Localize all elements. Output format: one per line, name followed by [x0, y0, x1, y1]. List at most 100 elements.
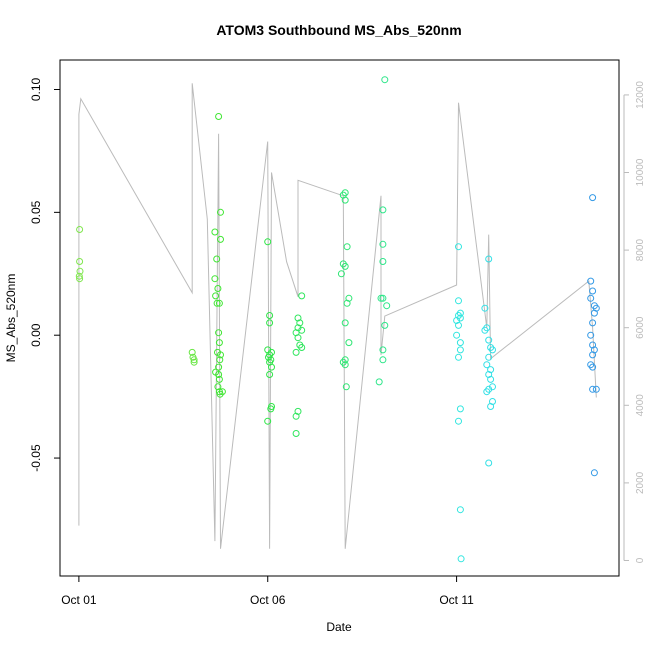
data-point: [76, 226, 84, 233]
data-point: [341, 361, 349, 369]
data-point: [266, 319, 274, 327]
data-point: [375, 378, 383, 386]
data-point: [76, 267, 84, 275]
secondary-y-axis: 0 2000 4000 6000 8000 10000 12000: [623, 81, 646, 563]
data-point: [489, 346, 496, 354]
data-point: [457, 555, 465, 563]
data-point: [481, 304, 489, 312]
y-tick-label: 0.05: [29, 200, 43, 224]
data-point: [381, 76, 389, 84]
data-point: [213, 255, 221, 263]
data-point: [456, 405, 464, 413]
data-point: [190, 356, 198, 364]
depth-line: [78, 83, 597, 549]
data-point: [589, 363, 597, 371]
data-point: [343, 299, 351, 307]
data-point: [188, 348, 196, 356]
data-point: [456, 506, 464, 514]
y2-tick-label: 12000: [635, 81, 646, 109]
data-point: [294, 314, 302, 322]
x-axis-label: Date: [326, 620, 352, 634]
data-point: [455, 243, 462, 251]
data-point: [216, 356, 224, 364]
data-point: [264, 417, 272, 425]
data-point: [587, 277, 595, 285]
data-point: [215, 339, 223, 347]
data-point: [487, 375, 495, 383]
y-axis-label: MS_Abs_520nm: [4, 274, 18, 363]
data-point: [292, 348, 300, 356]
data-point: [211, 275, 219, 283]
data-point: [589, 194, 597, 202]
data-points: [75, 76, 600, 563]
chart-title: ATOM3 Southbound MS_Abs_520nm: [216, 22, 461, 38]
x-axis: Oct 01 Oct 06 Oct 11: [61, 575, 474, 607]
data-point: [379, 258, 387, 265]
y2-tick-label: 10000: [635, 158, 646, 186]
data-point: [379, 346, 387, 354]
data-point: [590, 469, 598, 477]
data-point: [214, 285, 222, 292]
data-point: [266, 312, 274, 319]
data-point: [264, 238, 272, 246]
data-point: [379, 356, 387, 364]
data-point: [377, 294, 385, 302]
data-point: [294, 334, 302, 342]
data-point: [217, 208, 224, 216]
data-point: [268, 363, 275, 371]
data-point: [456, 339, 464, 347]
data-point: [455, 417, 462, 425]
data-point: [215, 363, 223, 371]
data-point: [589, 287, 597, 295]
data-point: [485, 353, 493, 361]
data-point: [453, 331, 461, 339]
data-point: [590, 309, 598, 317]
data-point: [215, 329, 223, 337]
data-point: [212, 292, 220, 300]
data-point: [481, 326, 489, 334]
data-point: [589, 341, 597, 349]
data-point: [215, 371, 223, 378]
data-point: [76, 258, 84, 265]
data-point: [341, 319, 349, 327]
data-point: [383, 302, 391, 310]
data-point: [75, 272, 83, 280]
data-point: [215, 375, 223, 383]
data-point: [379, 240, 387, 248]
data-point: [215, 113, 223, 120]
data-point: [298, 344, 306, 351]
data-point: [483, 388, 491, 396]
data-point: [483, 361, 491, 369]
data-point: [343, 243, 351, 251]
data-point: [589, 385, 597, 393]
data-point: [455, 297, 462, 305]
data-point: [214, 383, 222, 391]
y2-tick-label: 2000: [635, 471, 646, 494]
y2-tick-label: 6000: [635, 316, 646, 339]
x-tick-label: Oct 01: [61, 593, 97, 607]
data-point: [298, 326, 306, 334]
data-point: [337, 270, 345, 278]
x-tick-label: Oct 11: [439, 593, 474, 607]
x-tick-label: Oct 06: [250, 593, 286, 607]
data-point: [455, 353, 462, 361]
data-point: [267, 405, 275, 413]
y2-tick-label: 8000: [635, 239, 646, 262]
data-point: [485, 255, 493, 263]
y-axis: -0.05 0.00 0.05 0.10: [29, 77, 60, 472]
data-point: [341, 196, 349, 204]
data-point: [266, 371, 274, 378]
y2-tick-label: 4000: [635, 394, 646, 417]
data-point: [190, 358, 198, 366]
data-point: [379, 294, 387, 302]
depth-profile-lines: [78, 83, 597, 549]
data-point: [292, 430, 300, 437]
y-tick-label: 0.00: [29, 323, 43, 347]
data-point: [485, 336, 493, 344]
data-point: [217, 351, 224, 359]
data-point: [341, 262, 349, 270]
data-point: [211, 228, 219, 236]
data-point: [215, 299, 223, 307]
data-point: [292, 412, 300, 420]
